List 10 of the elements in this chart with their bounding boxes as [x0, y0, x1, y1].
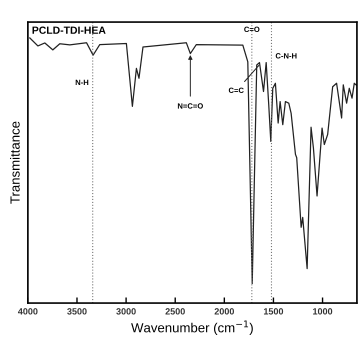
x-tick-label: 2500	[165, 308, 185, 315]
x-axis-title: Wavenumber (cm$^{−1}$)	[131, 320, 253, 336]
x-tick-label: 3000	[116, 308, 136, 315]
x-tick-label: 1000	[313, 308, 332, 315]
x-tick-label: 2000	[214, 308, 234, 315]
x-tick-label: 3500	[67, 308, 87, 315]
x-tick-label: 1500	[264, 308, 284, 315]
x-tick-label: 4000	[18, 308, 38, 315]
chart-title: PCLD-TDI-HEA	[32, 26, 106, 34]
y-axis-title: Transmittance	[10, 122, 20, 204]
